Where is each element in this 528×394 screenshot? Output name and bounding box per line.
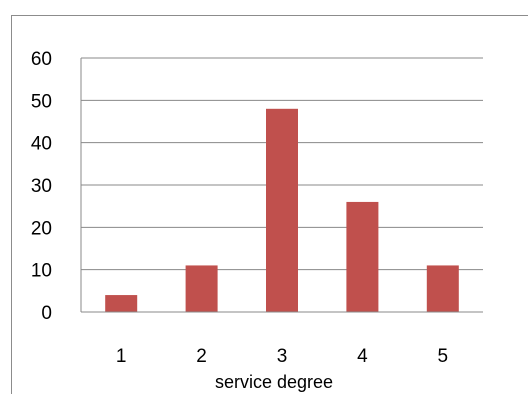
y-tick-label: 50 xyxy=(31,91,52,112)
bar-4 xyxy=(346,201,379,312)
y-tick-label: 60 xyxy=(31,49,52,70)
x-axis-title: service degree xyxy=(215,372,333,392)
bar-3 xyxy=(266,108,298,312)
x-tick-label: 2 xyxy=(196,346,207,367)
x-tick-label: 1 xyxy=(116,346,127,367)
y-tick-label: 20 xyxy=(31,218,52,239)
y-tick-label: 10 xyxy=(31,261,52,282)
y-tick-label: 40 xyxy=(31,134,52,155)
x-tick-label: 4 xyxy=(357,346,368,367)
y-tick-label: 30 xyxy=(31,176,52,197)
x-tick-label: 5 xyxy=(438,346,449,367)
bar-1 xyxy=(105,295,138,312)
bars xyxy=(105,108,459,312)
x-tick-label: 3 xyxy=(277,346,288,367)
y-tick-label: 0 xyxy=(41,303,52,324)
bar-5 xyxy=(426,265,459,312)
x-axis-ticks: 1 2 3 4 5 xyxy=(116,346,448,367)
bar-2 xyxy=(185,265,218,312)
y-axis-ticks: 0 10 20 30 40 50 60 xyxy=(31,49,52,324)
